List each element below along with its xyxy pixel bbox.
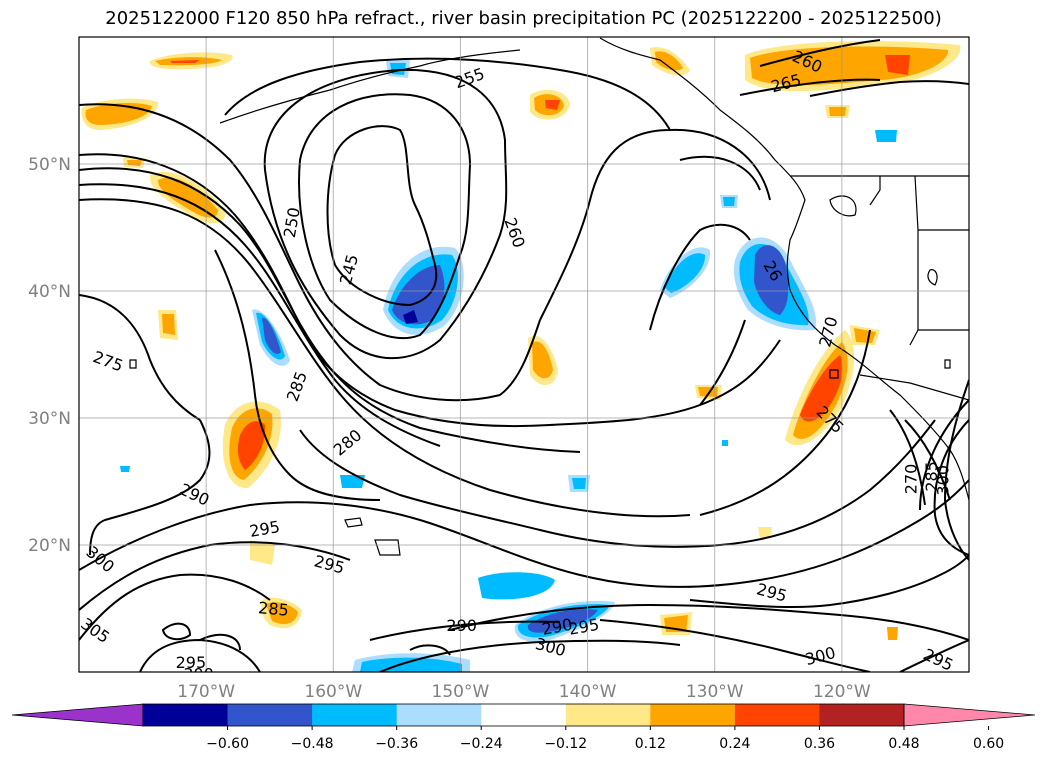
contour-label-text: 285 — [922, 461, 941, 492]
colorbar-segment — [396, 704, 482, 726]
lon-tick-label: 130°W — [686, 682, 744, 702]
colorbar-tick-label: −0.36 — [375, 736, 418, 752]
colorbar-segment — [143, 704, 229, 726]
lat-tick-label: 30°N — [28, 409, 71, 429]
contour-label-text: 290 — [446, 616, 477, 635]
contour-label: 295 — [176, 653, 207, 672]
contour-label: 270 — [902, 464, 921, 495]
map-title: 2025122000 F120 850 hPa refract., river … — [105, 8, 942, 29]
contour-label-text: 300 — [933, 465, 952, 496]
colorbar-segment — [819, 704, 905, 726]
colorbar-tick-label: 0.12 — [635, 736, 666, 752]
contour-label: 300 — [933, 465, 952, 496]
contour-label-text: 285 — [257, 598, 289, 620]
lat-tick-label: 20°N — [28, 536, 71, 556]
colorbar-segment — [227, 704, 313, 726]
map-border — [78, 36, 970, 673]
contour-label-text: 270 — [902, 464, 921, 495]
colorbar-outline — [142, 703, 905, 727]
contour-label-text: 295 — [176, 653, 207, 672]
colorbar-extend-max — [903, 703, 1036, 727]
lon-tick-label: 170°W — [177, 682, 235, 702]
colorbar-segment — [312, 704, 398, 726]
colorbar-segment — [734, 704, 820, 726]
lon-tick-label: 120°W — [813, 682, 871, 702]
lon-tick-label: 150°W — [432, 682, 490, 702]
contour-label: 285 — [922, 461, 941, 492]
graticule — [79, 37, 969, 672]
precip-shading-positive — [81, 41, 961, 640]
colorbar-tick-label: −0.12 — [544, 736, 587, 752]
colorbar-tick-label: −0.60 — [206, 736, 249, 752]
colorbar-segment — [481, 704, 567, 726]
colorbar-tick-label: −0.48 — [291, 736, 334, 752]
contour-label: 285 — [257, 598, 289, 620]
lat-tick-label: 50°N — [28, 155, 71, 175]
colorbar-segment — [650, 704, 736, 726]
lon-tick-label: 160°W — [304, 682, 362, 702]
colorbar-tick-label: 0.36 — [804, 736, 835, 752]
colorbar-extend-min — [11, 703, 144, 727]
colorbar-tick-labels: −0.60 −0.48 −0.36 −0.24 −0.12 0.12 0.24 0.36 0.4… — [206, 726, 1004, 752]
lat-tick-label: 40°N — [28, 282, 71, 302]
colorbar-tick-label: 0.60 — [973, 736, 1004, 752]
colorbar-tick-label: 0.48 — [888, 736, 919, 752]
colorbar-tick-label: 0.24 — [719, 736, 750, 752]
contour-label: 290 — [446, 616, 477, 635]
axis-tick-labels: 170°W 160°W 150°W 140°W 130°W 120°W 20°N 30°N 40… — [28, 155, 871, 702]
colorbar-tick-label: −0.24 — [460, 736, 503, 752]
contour-label-text: 300 — [183, 664, 214, 683]
lon-tick-label: 140°W — [559, 682, 617, 702]
colorbar-segment — [565, 704, 651, 726]
contour-label: 300 — [183, 664, 214, 683]
colorbar — [11, 703, 1036, 727]
